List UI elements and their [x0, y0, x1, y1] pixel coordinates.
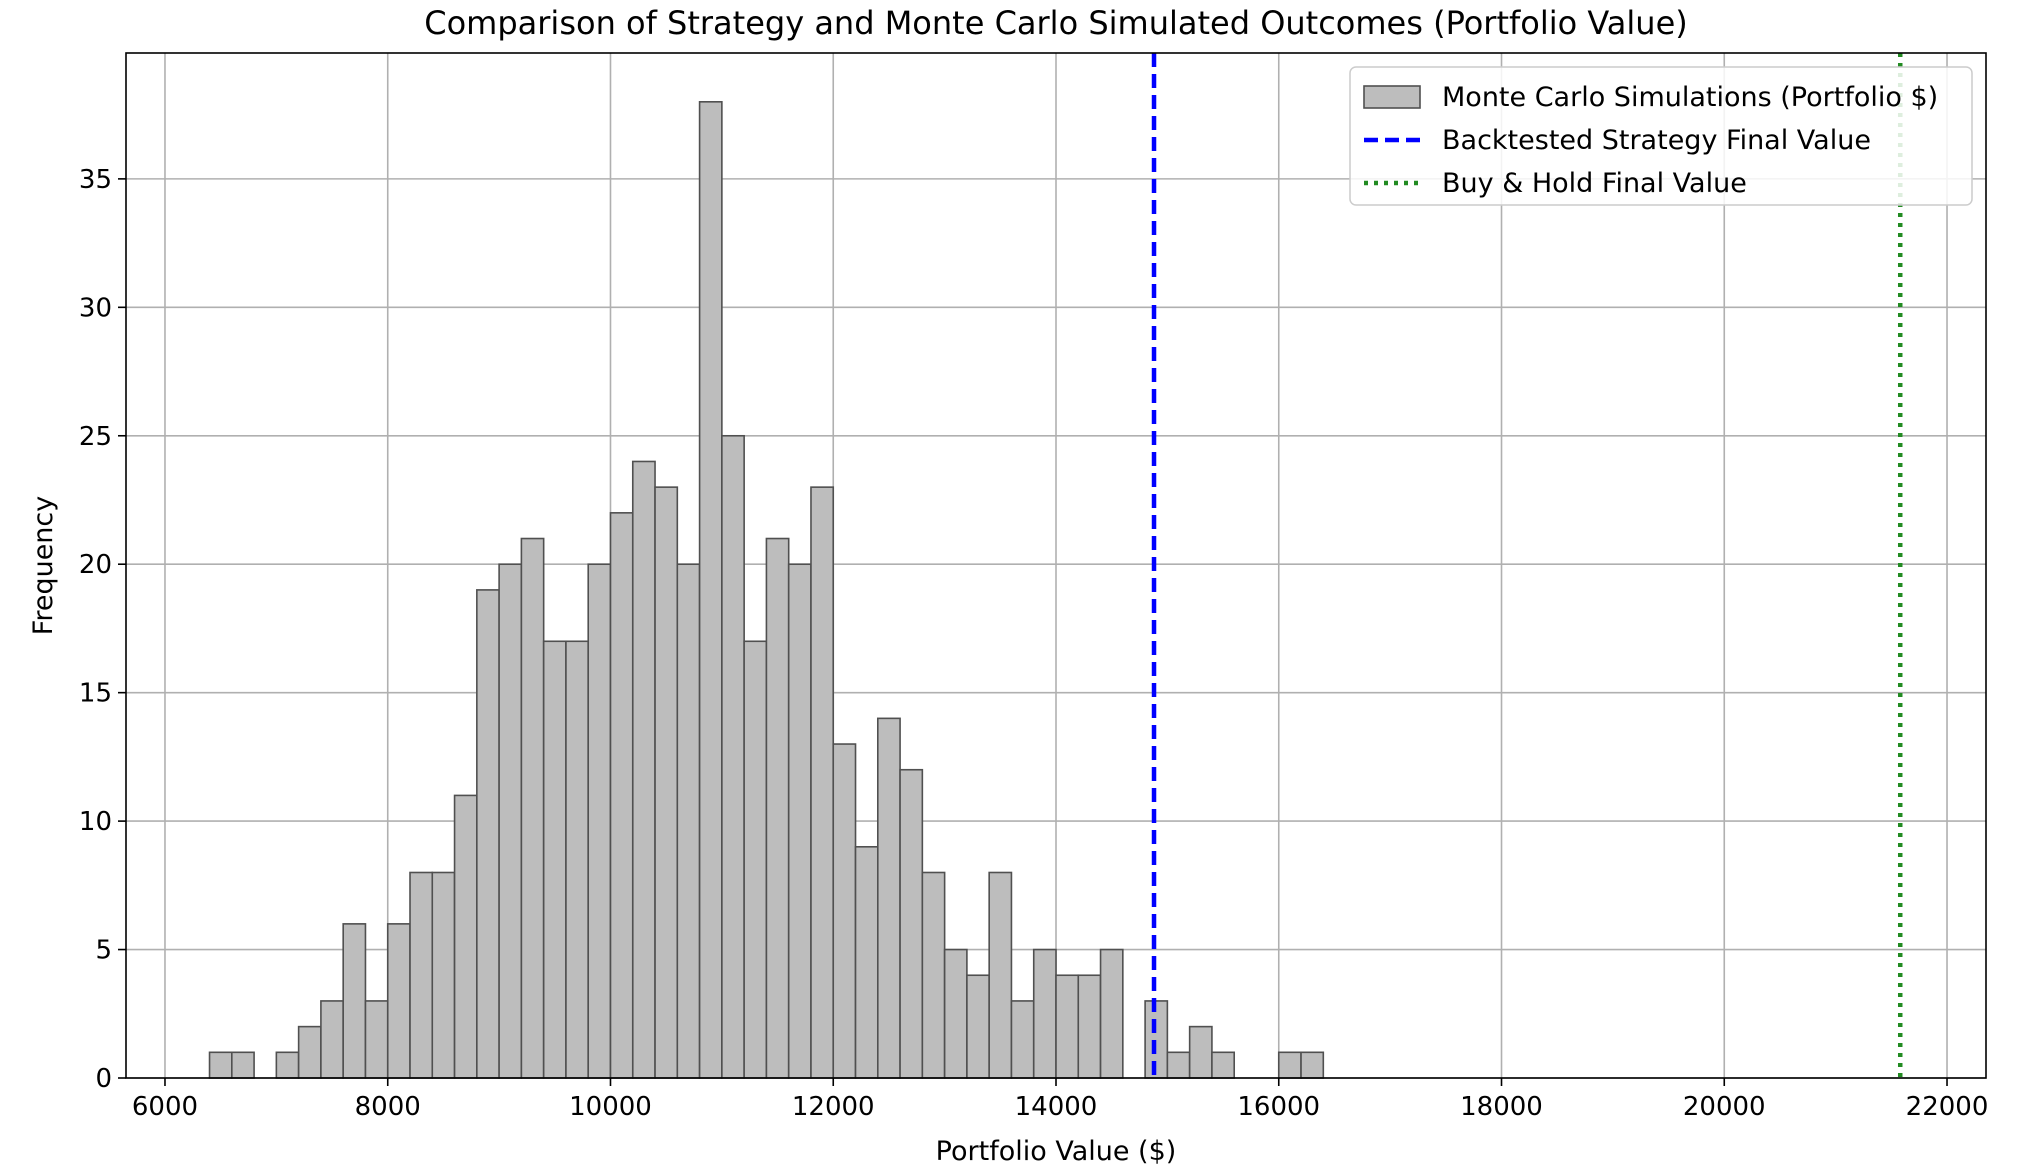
histogram-bar [787, 563, 812, 1079]
histogram-bar [1188, 1025, 1213, 1079]
histogram-bar [231, 1051, 255, 1079]
x-tick-label: 22000 [1906, 1092, 1989, 1122]
histogram-bar [810, 486, 835, 1079]
histogram-bar [943, 948, 968, 1079]
histogram-bar [899, 768, 924, 1079]
histogram-bar [698, 101, 723, 1079]
chart-title: Comparison of Strategy and Monte Carlo S… [424, 4, 1687, 42]
y-tick-label: 25 [79, 422, 112, 452]
histogram-bar [854, 845, 879, 1079]
histogram-bars [208, 101, 1325, 1079]
histogram-bar [832, 743, 857, 1079]
x-tick-label: 6000 [132, 1092, 198, 1122]
x-axis-ticks: 6000 8000 10000 12000 14000 16000 18000 20000 22… [132, 1078, 1988, 1122]
histogram-bar [409, 871, 434, 1079]
legend-box [1349, 66, 1973, 206]
y-tick-label: 15 [79, 679, 112, 709]
histogram-bar [520, 537, 545, 1079]
y-tick-label: 0 [95, 1064, 112, 1094]
histogram-bar [1211, 1051, 1236, 1079]
histogram-bar [876, 717, 901, 1079]
histogram-bar [1300, 1051, 1325, 1079]
x-tick-label: 18000 [1460, 1092, 1543, 1122]
histogram-bar [1099, 948, 1124, 1079]
x-tick-label: 12000 [792, 1092, 875, 1122]
histogram-bar [721, 434, 745, 1079]
histogram-bar [587, 563, 612, 1079]
histogram-bar [966, 974, 990, 1079]
histogram-bar [386, 923, 411, 1079]
legend: Monte Carlo Simulations (Portfolio $) Ba… [1349, 66, 1973, 206]
y-tick-label: 5 [95, 936, 112, 966]
histogram-bar [476, 589, 500, 1079]
x-axis-title: Portfolio Value ($) [936, 1136, 1177, 1167]
histogram-bar [921, 871, 946, 1079]
y-tick-label: 20 [79, 550, 112, 580]
histogram-bar [631, 460, 656, 1079]
histogram-bar [275, 1051, 300, 1079]
y-axis-ticks: 0 5 10 15 20 25 30 35 [79, 165, 126, 1094]
histogram-bar [676, 563, 701, 1079]
x-tick-label: 14000 [1015, 1092, 1098, 1122]
histogram-bar [453, 794, 478, 1079]
x-tick-label: 10000 [569, 1092, 652, 1122]
histogram-bar [297, 1025, 322, 1079]
reference-lines [1151, 53, 1903, 1078]
histogram-bar [342, 923, 367, 1079]
histogram-bar [609, 512, 634, 1079]
histogram-bar [1032, 948, 1057, 1079]
histogram-bar [1277, 1051, 1302, 1079]
histogram-bar [765, 537, 790, 1079]
histogram-bar [364, 1000, 389, 1079]
histogram-bar [320, 1000, 344, 1079]
legend-label-monte-carlo: Monte Carlo Simulations (Portfolio $) [1442, 82, 1938, 113]
histogram-bar [1055, 974, 1080, 1079]
x-tick-label: 16000 [1237, 1092, 1320, 1122]
histogram-bar [565, 640, 590, 1079]
histogram-bar [208, 1051, 233, 1079]
legend-label-strategy: Backtested Strategy Final Value [1442, 125, 1871, 156]
histogram-bar [654, 486, 679, 1079]
histogram-bar [1166, 1051, 1191, 1079]
histogram-bar [1010, 1000, 1035, 1079]
y-axis-title: Frequency [28, 496, 59, 636]
y-tick-label: 30 [79, 293, 112, 323]
histogram-bar [988, 871, 1013, 1079]
histogram-bar [1077, 974, 1102, 1079]
y-tick-label: 10 [79, 807, 112, 837]
histogram-bar [542, 640, 567, 1079]
x-tick-label: 8000 [355, 1092, 421, 1122]
histogram-bar [431, 871, 456, 1079]
histogram-bar [743, 640, 768, 1079]
x-tick-label: 20000 [1683, 1092, 1766, 1122]
legend-label-buy-hold: Buy & Hold Final Value [1442, 168, 1747, 199]
histogram-bar [498, 563, 523, 1079]
legend-swatch-histogram [1363, 85, 1421, 109]
y-tick-label: 35 [79, 165, 112, 195]
